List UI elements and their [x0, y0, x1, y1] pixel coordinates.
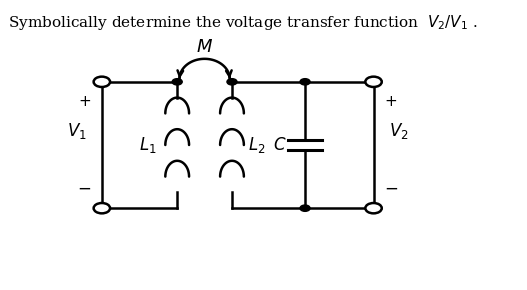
Text: $-$: $-$: [384, 180, 398, 197]
Text: Symbolically determine the voltage transfer function  $V_2/V_1$ .: Symbolically determine the voltage trans…: [8, 13, 478, 32]
Circle shape: [94, 77, 110, 87]
Text: $L_2$: $L_2$: [248, 135, 266, 155]
Text: $V_1$: $V_1$: [67, 121, 86, 141]
Text: $C$: $C$: [273, 137, 287, 153]
Text: $V_2$: $V_2$: [389, 121, 408, 141]
Circle shape: [94, 203, 110, 213]
Text: $L_1$: $L_1$: [139, 135, 157, 155]
Circle shape: [365, 77, 382, 87]
Text: $-$: $-$: [77, 180, 92, 197]
Circle shape: [227, 79, 237, 85]
Circle shape: [300, 79, 310, 85]
Circle shape: [300, 205, 310, 211]
Circle shape: [172, 79, 182, 85]
Text: $+$: $+$: [384, 95, 397, 109]
Circle shape: [365, 203, 382, 213]
Text: $M$: $M$: [196, 38, 213, 56]
Text: $+$: $+$: [78, 95, 91, 109]
